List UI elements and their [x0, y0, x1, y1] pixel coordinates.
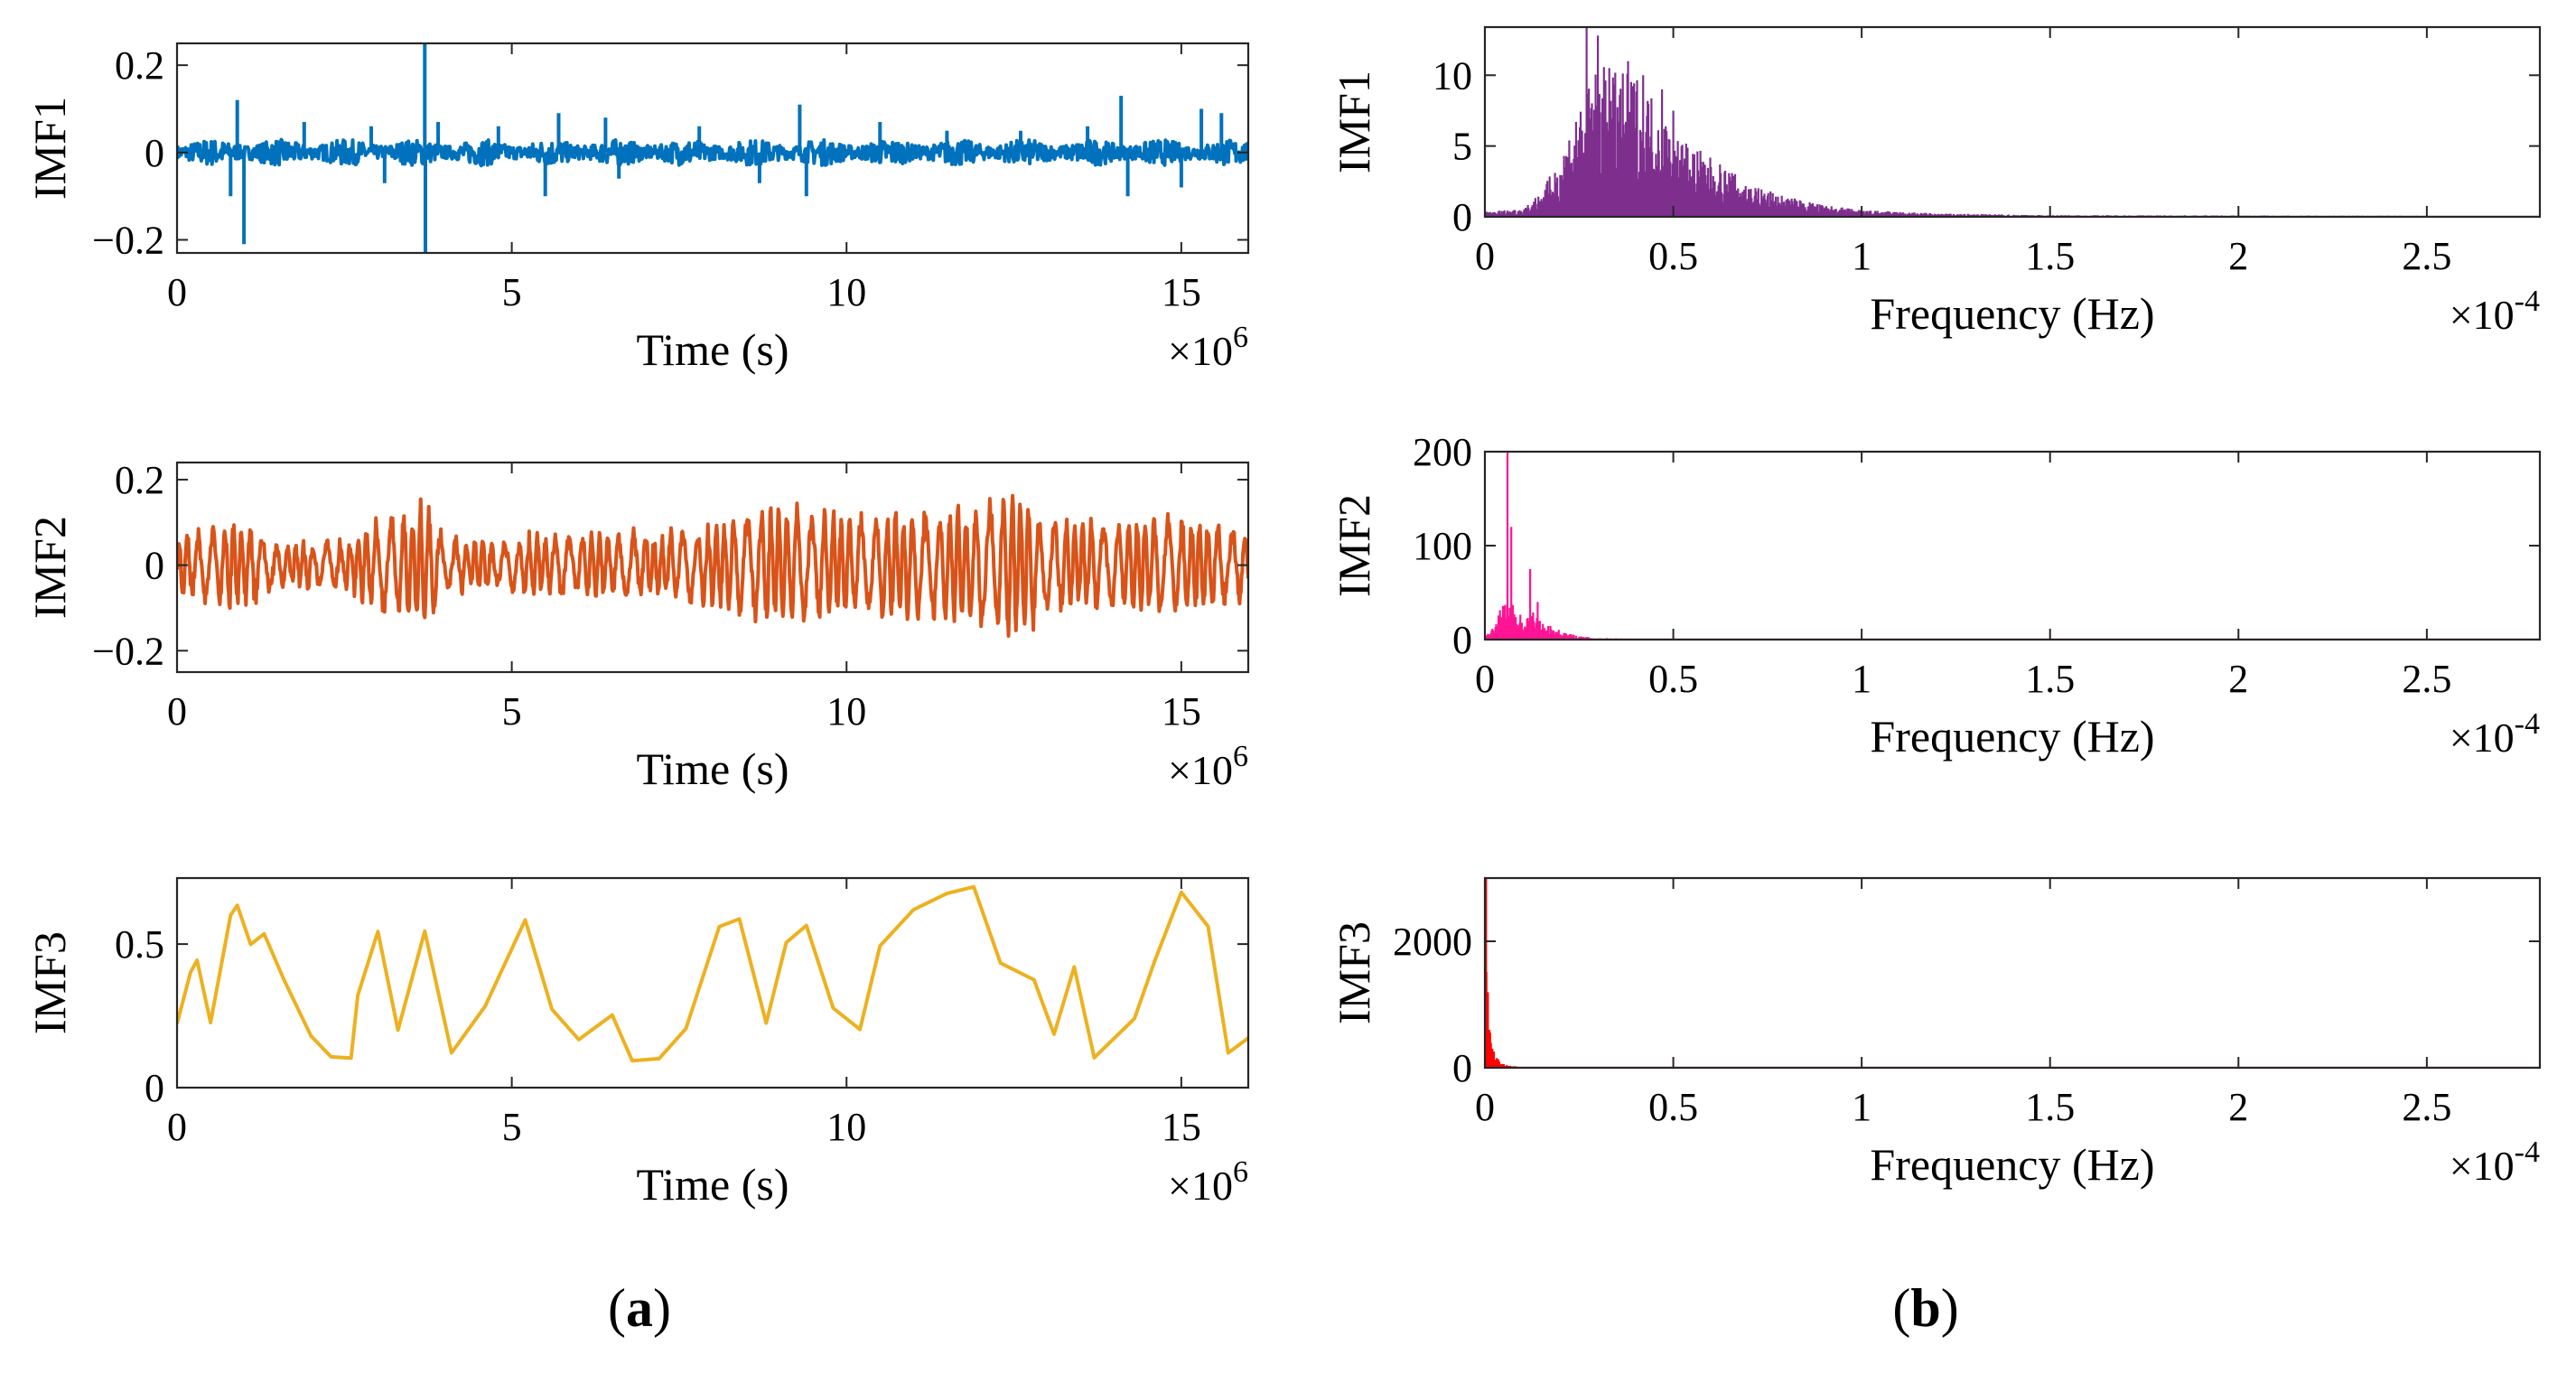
axes-frame — [1483, 25, 2542, 219]
series-line-imf3_time — [177, 884, 1248, 1063]
x-axis-label: Time (s) — [636, 324, 789, 375]
chart-imf1_freq: 0 0.5 1 1.5 2 2.5 0 5 10 Frequency (Hz) IMF1 ×10-4 — [1329, 25, 2542, 339]
x-tick-label: 2 — [2228, 657, 2248, 701]
x-tick-label: 1 — [1852, 234, 1871, 278]
x-tick-label: 15 — [1162, 689, 1201, 734]
panel-label-b: (b) — [1892, 1278, 1958, 1338]
axes-frame — [175, 461, 1250, 674]
x-tick-label: 0 — [1475, 657, 1495, 701]
x-tick-label: 0 — [1475, 1085, 1495, 1129]
chart-imf3_time: 0 5 10 15 0 0.5 Time (s) IMF3 ×106 — [24, 876, 1250, 1210]
x-tick-label: 1.5 — [2025, 1085, 2075, 1129]
x-tick-label: 0 — [167, 270, 187, 314]
y-axis-label: IMF2 — [24, 516, 75, 619]
x-tick-label: 10 — [826, 689, 866, 734]
y-axis-label: IMF3 — [1329, 921, 1379, 1024]
x-axis-multiplier: ×10-4 — [2450, 707, 2540, 761]
y-tick-label: 0 — [1452, 195, 1472, 239]
axes-frame — [175, 876, 1250, 1089]
x-axis-label: Frequency (Hz) — [1870, 288, 2154, 339]
y-tick-label: −0.2 — [92, 629, 164, 673]
x-tick-label: 10 — [826, 1105, 866, 1149]
y-axis-label: IMF3 — [24, 931, 75, 1034]
y-tick-label: 0 — [145, 544, 164, 588]
series-line-imf1_time — [177, 43, 1248, 253]
x-tick-label: 0.5 — [1648, 234, 1698, 278]
y-tick-label: 0 — [1452, 1046, 1472, 1090]
y-tick-label: 0 — [145, 1066, 164, 1110]
x-tick-label: 0 — [167, 1105, 187, 1149]
y-tick-label: 0.2 — [115, 43, 164, 88]
axes-frame — [175, 42, 1250, 255]
x-tick-label: 0 — [1475, 234, 1495, 278]
y-tick-label: 10 — [1433, 53, 1472, 98]
y-tick-label: 200 — [1413, 430, 1472, 474]
x-tick-label: 5 — [502, 270, 522, 314]
x-axis-label: Time (s) — [636, 1159, 789, 1210]
x-tick-label: 2.5 — [2402, 234, 2451, 278]
series-line-imf2_time — [177, 493, 1248, 638]
y-tick-label: −0.2 — [92, 219, 164, 263]
x-axis-multiplier: ×106 — [1168, 1155, 1248, 1209]
y-tick-label: 0 — [145, 131, 164, 175]
x-axis-label: Time (s) — [636, 743, 789, 794]
x-tick-label: 5 — [502, 689, 522, 734]
x-tick-label: 0.5 — [1648, 1085, 1698, 1129]
y-axis-label: IMF1 — [24, 97, 75, 200]
chart-imf3_freq: 0 0.5 1 1.5 2 2.5 0 2000 Frequency (Hz) IMF3 ×10-4 — [1329, 876, 2542, 1190]
x-tick-label: 1 — [1852, 1085, 1871, 1129]
chart-imf2_freq: 0 0.5 1 1.5 2 2.5 0 100 200 Frequency (Hz) IMF2 ×10… — [1329, 430, 2542, 762]
x-tick-label: 1.5 — [2025, 657, 2075, 701]
x-tick-label: 1 — [1852, 657, 1871, 701]
x-axis-multiplier: ×106 — [1168, 740, 1248, 793]
x-axis-label: Frequency (Hz) — [1870, 1139, 2154, 1190]
x-axis-multiplier: ×10-4 — [2450, 285, 2540, 338]
x-tick-label: 0.5 — [1648, 657, 1698, 701]
axes-frame — [1483, 450, 2542, 641]
series-line-imf2_freq — [1485, 452, 2540, 640]
panel-label-a: (a) — [608, 1278, 671, 1338]
series-line-imf3_freq — [1485, 878, 2540, 1068]
y-tick-label: 5 — [1452, 125, 1472, 169]
x-axis-label: Frequency (Hz) — [1870, 711, 2154, 762]
x-tick-label: 2 — [2228, 1085, 2248, 1129]
x-tick-label: 2.5 — [2402, 1085, 2451, 1129]
series-line-imf1_freq — [1485, 27, 2540, 217]
x-tick-label: 2 — [2228, 234, 2248, 278]
x-tick-label: 2.5 — [2402, 657, 2451, 701]
x-tick-label: 15 — [1162, 1105, 1201, 1149]
y-tick-label: 2000 — [1393, 920, 1472, 964]
x-tick-label: 10 — [826, 270, 866, 314]
x-axis-multiplier: ×106 — [1168, 321, 1248, 374]
y-tick-label: 0.5 — [115, 922, 164, 967]
x-tick-label: 5 — [502, 1105, 522, 1149]
y-tick-label: 0.2 — [115, 458, 164, 502]
y-tick-label: 0 — [1452, 618, 1472, 662]
axes-frame — [1483, 876, 2542, 1070]
x-tick-label: 0 — [167, 689, 187, 734]
x-axis-multiplier: ×10-4 — [2450, 1136, 2540, 1189]
x-tick-label: 1.5 — [2025, 234, 2075, 278]
x-tick-label: 15 — [1162, 270, 1201, 314]
y-axis-label: IMF2 — [1329, 494, 1379, 597]
y-tick-label: 100 — [1413, 524, 1472, 568]
y-axis-label: IMF1 — [1329, 70, 1379, 173]
